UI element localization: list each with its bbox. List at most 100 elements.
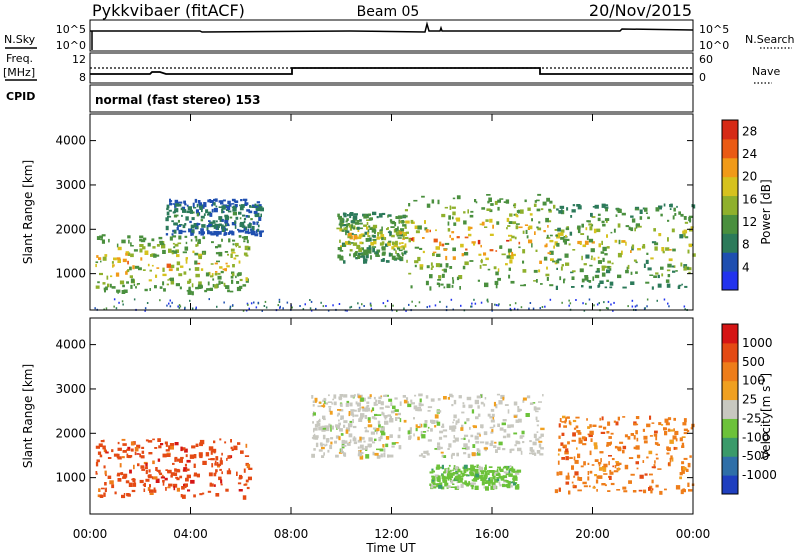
echo-cell xyxy=(633,259,637,262)
echo-cell xyxy=(617,223,621,228)
echo-cell xyxy=(101,237,103,240)
echo-cell xyxy=(596,489,598,492)
echo-cell xyxy=(218,280,221,285)
echo-cell xyxy=(492,470,495,474)
colorbar-frame xyxy=(721,119,739,291)
echo-cell xyxy=(516,484,519,488)
echo-cell xyxy=(556,471,559,476)
echo-cell xyxy=(222,210,225,213)
ground-scatter-cell xyxy=(327,309,330,312)
echo-cell xyxy=(214,462,217,466)
echo-cell xyxy=(533,269,538,273)
echo-cell xyxy=(254,206,259,208)
echo-cell xyxy=(622,445,627,450)
echo-cell xyxy=(169,198,171,203)
echo-cell xyxy=(126,281,129,284)
echo-cell xyxy=(588,223,593,226)
echo-cell xyxy=(219,468,222,471)
echo-cell xyxy=(444,476,448,480)
ground-scatter-cell xyxy=(363,305,365,307)
echo-cell xyxy=(494,200,498,205)
echo-cell xyxy=(364,231,368,235)
echo-cell xyxy=(364,427,367,429)
echo-cell xyxy=(667,219,670,222)
echo-cell xyxy=(375,399,378,403)
echo-cell xyxy=(506,227,508,230)
ground-scatter-cell xyxy=(498,303,500,306)
echo-cell xyxy=(354,221,359,225)
echo-cell xyxy=(419,264,424,267)
echo-cell xyxy=(655,484,659,488)
echo-cell xyxy=(657,283,662,288)
echo-cell xyxy=(213,472,217,477)
echo-cell xyxy=(394,442,399,444)
echo-cell xyxy=(238,229,242,233)
echo-cell xyxy=(142,269,146,271)
echo-cell xyxy=(143,237,147,241)
echo-cell xyxy=(422,250,425,254)
echo-cell xyxy=(376,431,378,435)
echo-cell xyxy=(609,268,612,271)
echo-cell xyxy=(238,260,241,264)
echo-cell xyxy=(147,440,153,443)
ground-scatter-cell xyxy=(338,303,341,305)
echo-cell xyxy=(644,473,648,476)
echo-cell xyxy=(534,452,537,456)
echo-cell xyxy=(401,252,404,255)
echo-cell xyxy=(682,422,687,426)
echo-cell xyxy=(633,423,637,425)
echo-cell xyxy=(646,456,649,459)
ground-scatter-cell xyxy=(208,298,210,301)
echo-cell xyxy=(161,244,166,249)
echo-cell xyxy=(672,248,676,252)
echo-cell xyxy=(655,275,657,278)
echo-cell xyxy=(458,275,463,280)
ground-scatter-cell xyxy=(322,305,325,308)
echo-cell xyxy=(130,242,132,247)
echo-cell xyxy=(642,428,645,432)
echo-cell xyxy=(571,439,576,442)
echo-cell xyxy=(462,466,465,469)
echo-cell xyxy=(328,423,331,427)
echo-cell xyxy=(215,493,220,497)
echo-cell xyxy=(434,414,439,419)
echo-cell xyxy=(577,205,582,210)
echo-cell xyxy=(366,407,370,412)
echo-cell xyxy=(131,245,134,247)
echo-cell xyxy=(197,200,201,204)
echo-cell xyxy=(477,405,480,409)
echo-cell xyxy=(686,429,690,433)
echo-cell xyxy=(220,479,223,484)
echo-cell xyxy=(370,431,375,435)
echo-cell xyxy=(680,262,683,267)
echo-cell xyxy=(657,468,662,470)
echo-cell xyxy=(630,227,634,232)
echo-cell xyxy=(465,248,468,251)
echo-cell xyxy=(497,423,500,427)
echo-cell xyxy=(498,441,503,446)
echo-cell xyxy=(390,410,395,414)
echo-cell xyxy=(227,455,231,459)
echo-cell xyxy=(218,206,223,208)
echo-cell xyxy=(366,404,370,407)
echo-cell xyxy=(463,211,466,214)
echo-cell xyxy=(452,483,455,485)
echo-cell xyxy=(508,252,510,256)
echo-cell xyxy=(360,414,363,417)
ground-scatter-cell xyxy=(610,303,612,306)
echo-cell xyxy=(484,464,487,469)
echo-cell xyxy=(456,452,459,457)
echo-cell xyxy=(665,427,667,431)
echo-cell xyxy=(515,419,519,423)
echo-cell xyxy=(207,490,212,493)
echo-cell xyxy=(505,199,510,204)
echo-cell xyxy=(510,481,513,484)
ground-scatter-cell xyxy=(392,304,394,307)
echo-cell xyxy=(444,482,449,487)
echo-cell xyxy=(148,279,152,282)
colorbar-segment xyxy=(722,195,738,215)
echo-cell xyxy=(408,272,412,275)
echo-cell xyxy=(355,401,358,405)
echo-cell xyxy=(600,251,605,254)
echo-cell xyxy=(116,474,120,477)
